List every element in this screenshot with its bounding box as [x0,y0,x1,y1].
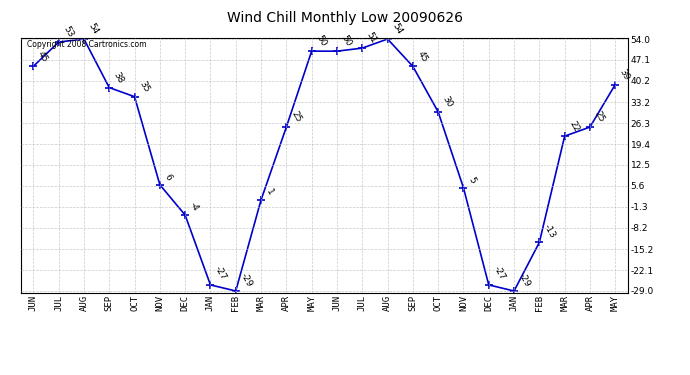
Text: 45: 45 [36,49,50,63]
Text: 50: 50 [315,34,328,48]
Text: 6: 6 [163,172,173,182]
Text: 51: 51 [365,31,379,45]
Text: 5: 5 [466,176,477,185]
Text: 25: 25 [593,110,607,124]
Text: 30: 30 [441,94,455,109]
Text: Wind Chill Monthly Low 20090626: Wind Chill Monthly Low 20090626 [227,11,463,25]
Text: -4: -4 [188,200,200,212]
Text: 25: 25 [289,110,303,124]
Text: 39: 39 [618,68,631,82]
Text: 50: 50 [339,34,353,48]
Text: -27: -27 [491,265,506,282]
Text: -29: -29 [517,271,532,288]
Text: 45: 45 [415,49,429,63]
Text: 38: 38 [112,70,126,85]
Text: 54: 54 [87,22,100,36]
Text: 22: 22 [567,119,581,134]
Text: -27: -27 [213,265,228,282]
Text: 54: 54 [391,22,404,36]
Text: 53: 53 [61,25,75,39]
Text: Copyright 2008 Cartronics.com: Copyright 2008 Cartronics.com [27,40,146,49]
Text: -29: -29 [239,271,254,288]
Text: -13: -13 [542,222,558,240]
Text: 1: 1 [264,188,275,197]
Text: 35: 35 [137,80,151,94]
